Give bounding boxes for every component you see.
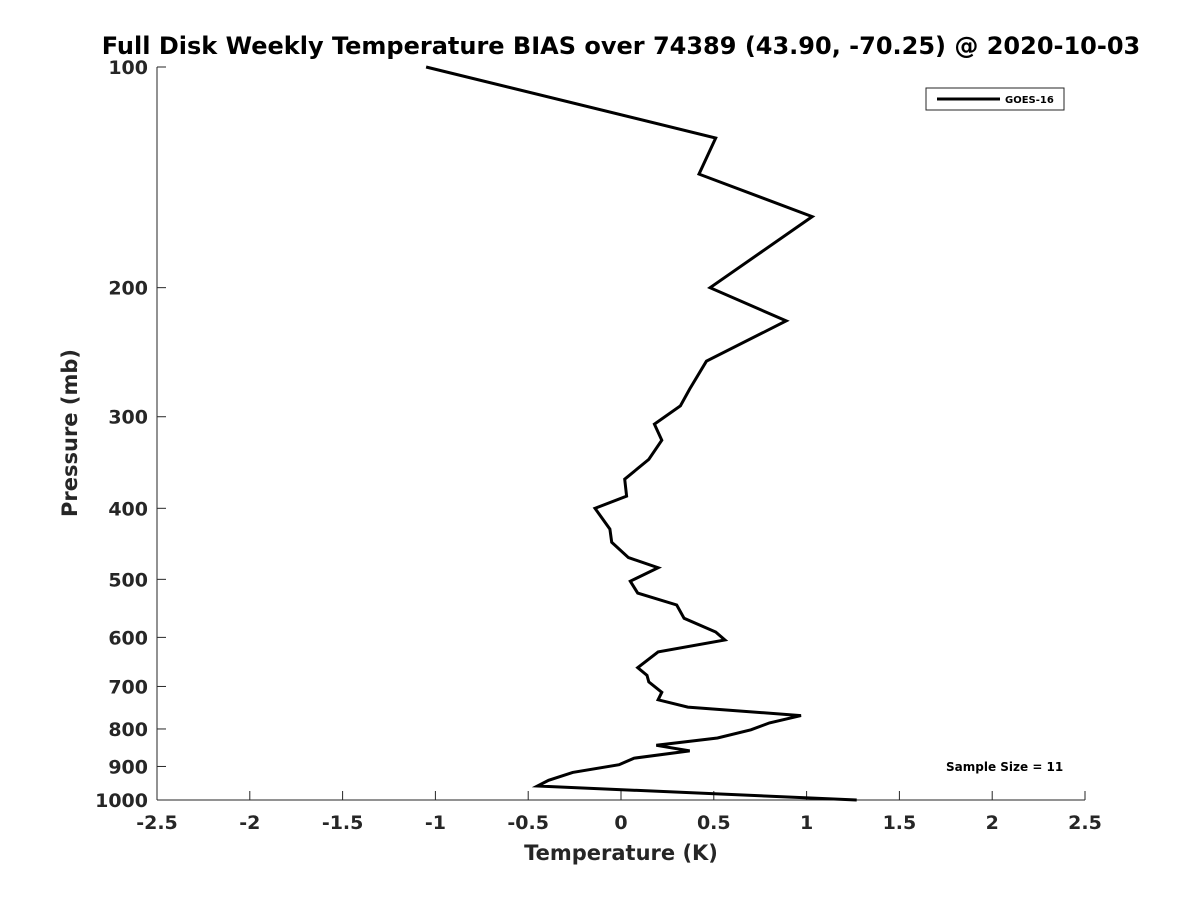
- y-tick-label: 800: [108, 719, 148, 741]
- legend-label-goes16: GOES-16: [1005, 95, 1054, 106]
- x-ticks: -2.5 -2 -1.5 -1 -0.5 0 0.5 1 1.5 2 2.5: [136, 791, 1102, 834]
- y-tick-label: 200: [108, 278, 148, 300]
- y-tick-label: 300: [108, 407, 148, 429]
- y-tick-label: 100: [108, 57, 148, 79]
- y-axis-label: Pressure (mb): [58, 349, 82, 517]
- x-tick-label: -0.5: [507, 812, 549, 834]
- y-tick-label: 700: [108, 676, 148, 698]
- y-ticks: 100 200 300 400 500 600 700 800 900 1000: [95, 57, 166, 812]
- series-line-goes16: [425, 65, 857, 802]
- y-tick-label: 600: [108, 627, 148, 649]
- x-tick-label: 0: [614, 812, 627, 834]
- y-tick-label: 900: [108, 756, 148, 778]
- x-tick-label: -1.5: [322, 812, 364, 834]
- y-tick-label: 500: [108, 569, 148, 591]
- x-axis-label: Temperature (K): [524, 841, 718, 865]
- y-tick-label: 1000: [95, 790, 148, 812]
- x-tick-label: -2: [239, 812, 260, 834]
- x-tick-label: -2.5: [136, 812, 178, 834]
- x-tick-label: 1.5: [883, 812, 917, 834]
- x-tick-label: -1: [425, 812, 446, 834]
- x-tick-label: 1: [800, 812, 813, 834]
- x-tick-label: 2.5: [1068, 812, 1102, 834]
- x-tick-label: 2: [986, 812, 999, 834]
- x-tick-label: 0.5: [697, 812, 731, 834]
- chart-title: Full Disk Weekly Temperature BIAS over 7…: [102, 32, 1141, 60]
- legend: GOES-16: [925, 87, 1065, 111]
- sample-size-annotation: Sample Size = 11: [946, 760, 1063, 774]
- y-tick-label: 400: [108, 498, 148, 520]
